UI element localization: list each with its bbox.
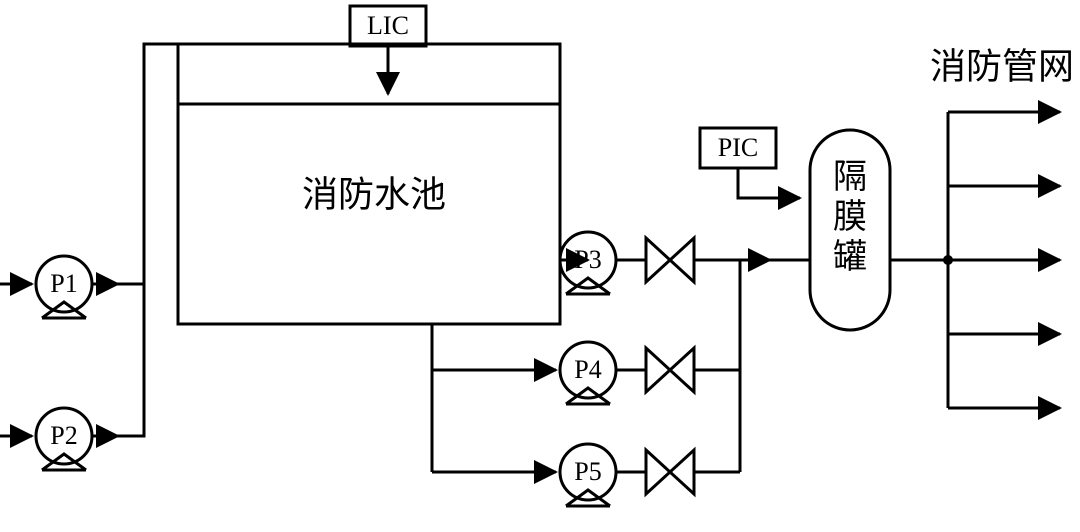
inlet-riser — [144, 44, 178, 284]
pump-label-p5: P5 — [574, 457, 601, 486]
pump-label-p2: P2 — [50, 421, 77, 450]
pic-label: PIC — [718, 133, 758, 162]
capsule-label-c2: 膜 — [833, 198, 867, 236]
tank-label: 消防水池 — [302, 174, 446, 214]
network-title: 消防管网 — [930, 46, 1074, 86]
pump-p4: P4 — [560, 342, 616, 404]
valve-p4 — [646, 348, 694, 392]
capsule-label-c3: 罐 — [833, 238, 867, 276]
pump-p3: P3 — [560, 232, 616, 294]
capsule-label-c1: 隔 — [833, 159, 867, 196]
pump-label-p1: P1 — [50, 269, 77, 298]
p2-outlet-line — [118, 284, 144, 436]
pump-p2: P2 — [36, 408, 92, 470]
pump-label-p4: P4 — [574, 355, 601, 384]
pump-p1: P1 — [36, 256, 92, 318]
valve-p3 — [646, 238, 694, 282]
lic-label: LIC — [367, 11, 409, 40]
pump-p5: P5 — [560, 444, 616, 506]
pump-label-p3: P3 — [574, 245, 601, 274]
pic-arrow — [738, 168, 800, 198]
valve-p5 — [646, 450, 694, 494]
